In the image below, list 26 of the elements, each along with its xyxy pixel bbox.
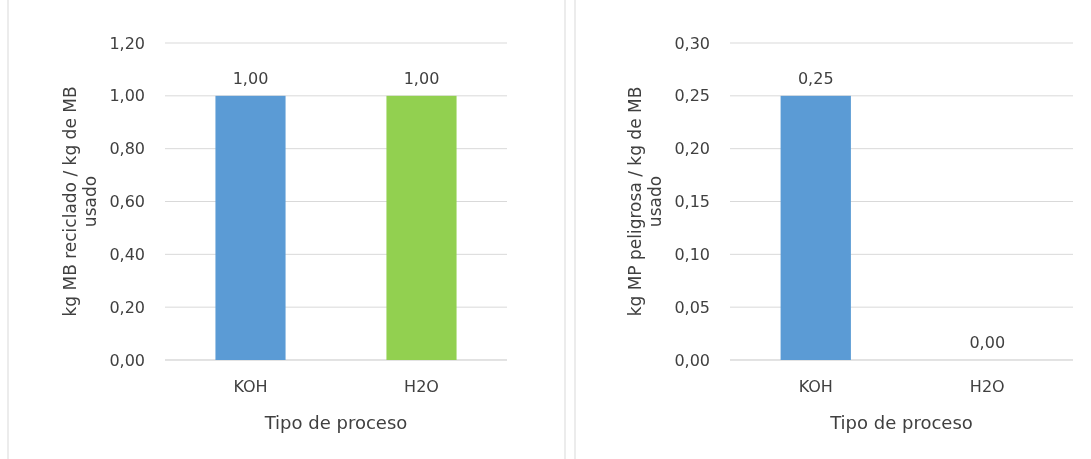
x-tick-label: H2O bbox=[969, 376, 1005, 396]
y-axis-title: kg MB reciclado / kg de MB usado bbox=[60, 86, 100, 317]
y-tick-label: 1,00 bbox=[109, 86, 145, 106]
y-tick-label: 0,00 bbox=[674, 350, 710, 370]
x-tick-label: KOH bbox=[233, 376, 268, 396]
x-tick-label: H2O bbox=[404, 376, 439, 396]
y-tick-label: 0,80 bbox=[109, 139, 145, 159]
x-tick-label: KOH bbox=[798, 376, 833, 396]
y-tick-label: 0,40 bbox=[109, 244, 145, 264]
y-tick-label: 0,30 bbox=[674, 33, 710, 53]
x-axis-title: Tipo de proceso bbox=[829, 412, 973, 434]
y-axis-title: kg MP peligrosa / kg de MB usado bbox=[625, 86, 665, 317]
y-tick-label: 0,25 bbox=[674, 86, 710, 106]
data-label: 0,00 bbox=[969, 333, 1006, 352]
y-tick-label: 0,20 bbox=[109, 297, 145, 317]
y-tick-label: 0,20 bbox=[674, 139, 710, 159]
y-tick-label: 0,10 bbox=[674, 244, 710, 264]
data-label: 1,00 bbox=[403, 68, 440, 88]
y-tick-label: 0,60 bbox=[109, 192, 145, 212]
y-tick-label: 0,00 bbox=[109, 350, 145, 370]
y-tick-label: 0,05 bbox=[674, 297, 710, 317]
y-tick-label: 0,15 bbox=[674, 192, 710, 212]
y-tick-label: 1,20 bbox=[109, 33, 145, 53]
data-label: 1,00 bbox=[232, 68, 269, 88]
x-axis-title: Tipo de proceso bbox=[263, 412, 408, 434]
data-label: 0,25 bbox=[797, 68, 834, 88]
